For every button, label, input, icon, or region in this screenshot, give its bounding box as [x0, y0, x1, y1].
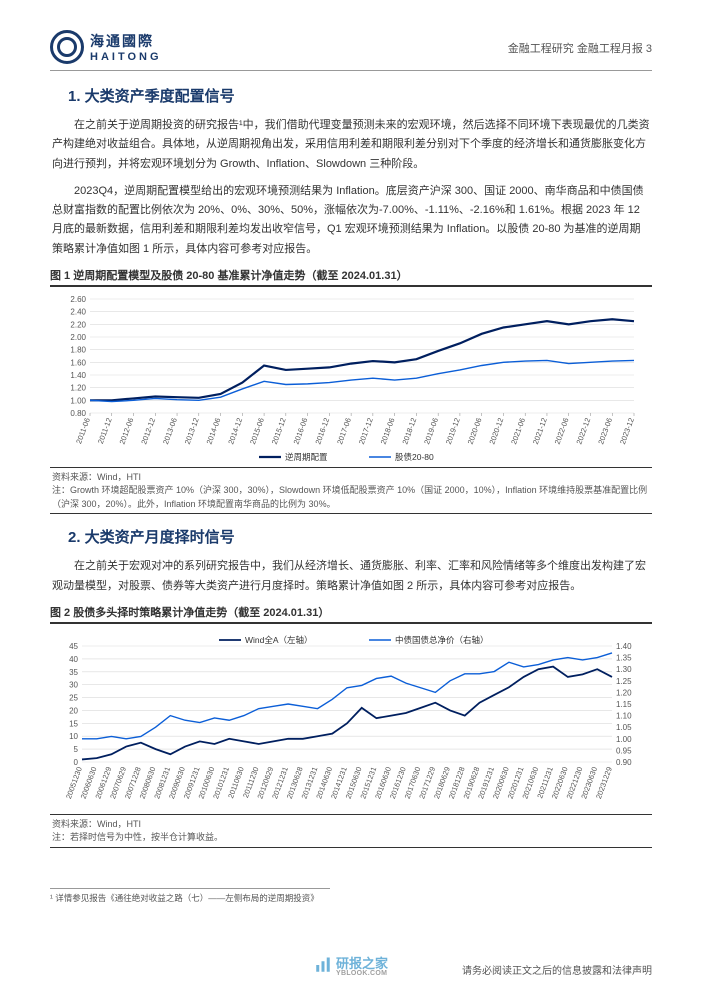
svg-text:2020-06: 2020-06 [466, 416, 484, 445]
svg-text:2023-12: 2023-12 [618, 416, 636, 445]
chart2-footer: 资料来源：Wind，HTI 注：若择时信号为中性，按半仓计算收益。 [50, 815, 652, 848]
svg-text:逆周期配置: 逆周期配置 [285, 452, 328, 462]
chart1-note: 注：Growth 环境超配股票资产 10%（沪深 300，30%），Slowdo… [52, 484, 650, 511]
svg-text:股债20-80: 股债20-80 [395, 452, 434, 462]
svg-text:2.00: 2.00 [70, 333, 86, 342]
disclaimer: 请务必阅读正文之后的信息披露和法律声明 [462, 962, 652, 977]
svg-text:0.90: 0.90 [616, 758, 632, 767]
svg-text:Wind全A（左轴）: Wind全A（左轴） [245, 635, 313, 645]
svg-text:2.40: 2.40 [70, 307, 86, 316]
svg-text:2.20: 2.20 [70, 320, 86, 329]
watermark-main: 研报之家 [336, 956, 388, 971]
svg-text:中债国债总净价（右轴）: 中债国债总净价（右轴） [395, 635, 489, 645]
svg-text:2014-12: 2014-12 [226, 416, 244, 445]
watermark-sub: YBLOOK.COM [336, 970, 388, 977]
chart2-block: 图 2 股债多头择时策略累计净值走势（截至 2024.01.31） 0 5 10 15… [50, 604, 652, 848]
svg-text:1.40: 1.40 [616, 642, 632, 651]
svg-text:2011-12: 2011-12 [96, 416, 114, 444]
svg-text:2012-06: 2012-06 [118, 416, 136, 445]
section1-para1: 在之前关于逆周期投资的研究报告¹中，我们借助代理变量预测未来的宏观环境，然后选择… [50, 116, 652, 174]
svg-text:1.00: 1.00 [70, 396, 86, 405]
svg-text:2021-06: 2021-06 [509, 416, 527, 445]
svg-text:2017-12: 2017-12 [357, 416, 375, 445]
svg-text:2011-06: 2011-06 [74, 416, 92, 444]
svg-text:2.60: 2.60 [70, 295, 86, 304]
svg-text:30: 30 [69, 680, 78, 689]
watermark: 研报之家 YBLOOK.COM [314, 953, 388, 977]
chart2: 0 5 10 15 20 25 30 35 40 45 0.90 0.95 1.00 1.05 1.10 1.… [54, 630, 644, 810]
svg-text:0: 0 [74, 758, 79, 767]
header-right-text: 金融工程研究 金融工程月报 3 [508, 40, 652, 56]
svg-text:0.95: 0.95 [616, 746, 632, 755]
svg-text:1.00: 1.00 [616, 735, 632, 744]
svg-text:1.20: 1.20 [616, 688, 632, 697]
svg-text:2015-06: 2015-06 [248, 416, 266, 445]
svg-text:15: 15 [69, 719, 78, 728]
svg-text:1.20: 1.20 [70, 383, 86, 392]
svg-text:0.80: 0.80 [70, 409, 86, 418]
svg-text:2013-06: 2013-06 [161, 416, 179, 445]
svg-text:2018-06: 2018-06 [379, 416, 397, 445]
svg-text:2021-12: 2021-12 [531, 416, 549, 445]
svg-text:35: 35 [69, 668, 78, 677]
svg-text:1.25: 1.25 [616, 677, 632, 686]
svg-text:2012-12: 2012-12 [139, 416, 157, 445]
svg-text:2013-12: 2013-12 [183, 416, 201, 445]
svg-text:2014-06: 2014-06 [205, 416, 223, 445]
chart1: 0.80 1.00 1.20 1.40 1.60 1.80 2.00 2.20 2.40 2.60… [54, 293, 644, 463]
section1-title: 1. 大类资产季度配置信号 [68, 85, 652, 106]
svg-text:2022-12: 2022-12 [574, 416, 592, 445]
svg-text:25: 25 [69, 693, 78, 702]
section2-para1: 在之前关于宏观对冲的系列研究报告中，我们从经济增长、通货膨胀、利率、汇率和风险情… [50, 557, 652, 596]
logo-text-en: HAITONG [90, 51, 162, 63]
chart-bar-icon [314, 956, 332, 974]
haitong-logo-icon [50, 30, 84, 64]
svg-text:2016-12: 2016-12 [313, 416, 331, 445]
svg-text:2019-06: 2019-06 [422, 416, 440, 445]
svg-text:1.30: 1.30 [616, 665, 632, 674]
svg-text:2018-12: 2018-12 [400, 416, 418, 445]
svg-text:20: 20 [69, 706, 78, 715]
svg-text:1.10: 1.10 [616, 711, 632, 720]
chart2-title: 图 2 股债多头择时策略累计净值走势（截至 2024.01.31） [50, 604, 652, 620]
svg-text:2019-12: 2019-12 [444, 416, 462, 445]
svg-text:1.05: 1.05 [616, 723, 632, 732]
chart1-title: 图 1 逆周期配置模型及股债 20-80 基准累计净值走势（截至 2024.01… [50, 267, 652, 283]
chart2-note: 注：若择时信号为中性，按半仓计算收益。 [52, 831, 650, 845]
svg-text:40: 40 [69, 655, 78, 664]
chart1-block: 图 1 逆周期配置模型及股债 20-80 基准累计净值走势（截至 2024.01… [50, 267, 652, 515]
svg-text:2022-06: 2022-06 [553, 416, 571, 445]
section1-para2: 2023Q4，逆周期配置模型给出的宏观环境预测结果为 Inflation。底层资… [50, 182, 652, 259]
svg-text:1.15: 1.15 [616, 700, 632, 709]
svg-text:1.35: 1.35 [616, 653, 632, 662]
chart1-footer: 资料来源：Wind，HTI 注：Growth 环境超配股票资产 10%（沪深 3… [50, 468, 652, 515]
svg-text:2015-12: 2015-12 [270, 416, 288, 445]
svg-text:2020-12: 2020-12 [487, 416, 505, 445]
section2-title: 2. 大类资产月度择时信号 [68, 526, 652, 547]
svg-text:5: 5 [74, 745, 79, 754]
svg-text:2023-06: 2023-06 [596, 416, 614, 445]
svg-text:45: 45 [69, 642, 78, 651]
chart1-source: 资料来源：Wind，HTI [52, 471, 650, 485]
svg-text:1.40: 1.40 [70, 371, 86, 380]
svg-text:10: 10 [69, 732, 78, 741]
svg-text:2017-06: 2017-06 [335, 416, 353, 445]
svg-text:1.80: 1.80 [70, 345, 86, 354]
footnote: ¹ 详情参见报告《通往绝对收益之路（七）——左侧布局的逆周期投资》 [50, 888, 330, 904]
svg-text:1.60: 1.60 [70, 358, 86, 367]
chart2-source: 资料来源：Wind，HTI [52, 818, 650, 832]
page-header: 海通國際 HAITONG 金融工程研究 金融工程月报 3 [50, 30, 652, 71]
svg-text:2016-06: 2016-06 [292, 416, 310, 445]
bottom-bar: 研报之家 YBLOOK.COM 请务必阅读正文之后的信息披露和法律声明 [50, 962, 652, 977]
logo: 海通國際 HAITONG [50, 30, 162, 64]
logo-text-cn: 海通國際 [90, 31, 162, 51]
